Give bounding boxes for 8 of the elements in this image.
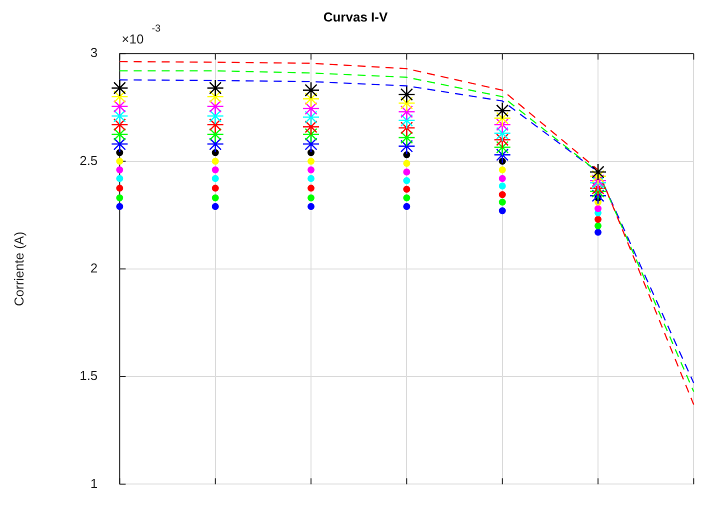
- y-tick-label: 3: [90, 45, 98, 60]
- y-tick-label: 2.5: [80, 152, 98, 168]
- y-tick-label: 1: [90, 476, 98, 491]
- y-tick-label: 2: [90, 260, 98, 276]
- y-tick-label: 1.5: [80, 368, 98, 384]
- y-axis-title: Corriente (A): [11, 232, 26, 306]
- chart-title: Curvas I-V: [323, 9, 388, 24]
- text: ×10-3: [122, 24, 162, 47]
